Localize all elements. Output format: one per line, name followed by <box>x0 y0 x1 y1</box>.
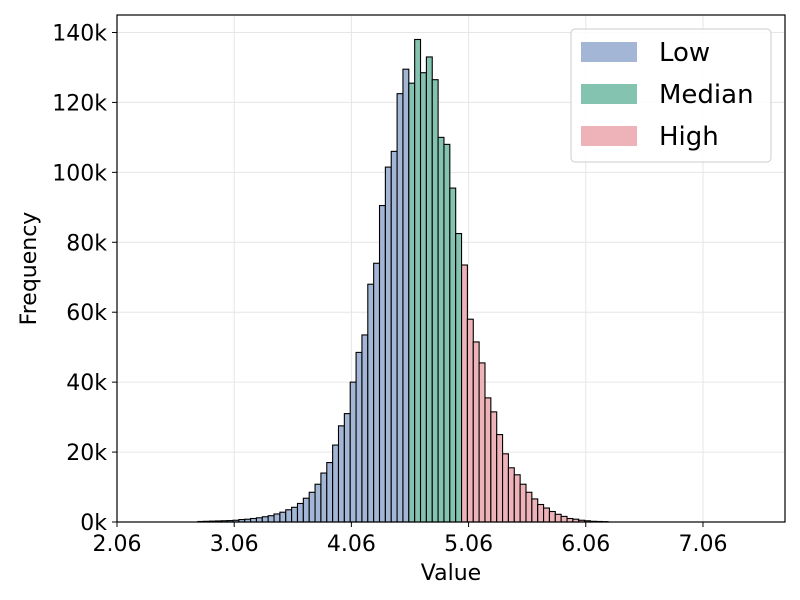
histogram-bar <box>332 444 340 523</box>
y-tick-label: 80k <box>66 231 107 256</box>
histogram-bar <box>437 136 445 523</box>
histogram-bar <box>414 38 422 523</box>
histogram-bar <box>308 491 316 523</box>
histogram-bar <box>390 150 398 523</box>
histogram-bar <box>531 498 539 523</box>
histogram-bar <box>326 462 334 523</box>
histogram-bar <box>443 143 451 523</box>
histogram-bar <box>396 93 404 523</box>
legend-label-high: High <box>659 122 719 152</box>
histogram-bar <box>513 474 521 523</box>
histogram-bar <box>261 516 269 523</box>
histogram-bar <box>384 166 392 523</box>
y-tick-label: 100k <box>52 161 107 186</box>
axis-ticks: 2.06 3.06 4.06 5.06 6.06 7.06 0k 20k 40k 60k 80k 10… <box>52 21 727 557</box>
histogram-bar <box>478 362 486 523</box>
y-tick-label: 60k <box>66 301 107 326</box>
legend-label-low: Low <box>659 38 710 68</box>
histogram-bar <box>466 318 474 523</box>
legend-swatch-low <box>581 42 637 62</box>
histogram-bar <box>460 264 468 523</box>
legend-swatch-high <box>581 126 637 146</box>
histogram-bar <box>472 341 480 523</box>
histogram-bar <box>537 503 545 523</box>
y-tick-label: 20k <box>66 441 107 466</box>
histogram-bar <box>302 497 310 523</box>
histogram-bar <box>285 509 293 523</box>
histogram-bar <box>525 491 533 523</box>
legend: Low Median High <box>570 28 772 163</box>
histogram-bar <box>402 68 410 523</box>
legend-swatch-median <box>581 84 637 104</box>
histogram-bar <box>355 351 363 523</box>
histogram-bar <box>490 411 498 523</box>
histogram-bar <box>519 483 527 523</box>
histogram-bars <box>197 38 609 523</box>
x-axis-label: Value <box>421 561 481 586</box>
plot-frame <box>116 14 786 523</box>
legend-label-median: Median <box>659 80 754 110</box>
histogram-bar <box>320 472 328 523</box>
histogram-bar <box>496 434 504 523</box>
histogram-bar <box>455 232 463 523</box>
histogram-bar <box>484 397 492 523</box>
y-axis-label: Frequency <box>17 212 42 326</box>
histogram-bar <box>267 515 275 523</box>
histogram-bar <box>314 483 322 523</box>
histogram-bar <box>560 515 568 523</box>
histogram-bar <box>337 425 345 523</box>
histogram-bar <box>361 334 369 523</box>
y-tick-label: 140k <box>52 21 107 46</box>
histogram-bar <box>543 507 550 523</box>
x-tick-label: 5.06 <box>444 532 493 557</box>
histogram-bar <box>507 467 515 523</box>
histogram-bar <box>554 513 562 523</box>
x-tick-label: 7.06 <box>678 532 727 557</box>
histogram-bar <box>343 413 351 523</box>
histogram-bar <box>408 82 416 523</box>
x-tick-label: 3.06 <box>210 532 259 557</box>
histogram-bar <box>431 79 439 523</box>
histogram-bar <box>548 510 556 523</box>
histogram-bar <box>291 506 299 523</box>
y-tick-label: 0k <box>80 511 107 536</box>
y-tick-label: 120k <box>52 91 107 116</box>
histogram-bar <box>373 262 381 523</box>
x-tick-label: 4.06 <box>327 532 376 557</box>
x-tick-label: 6.06 <box>561 532 610 557</box>
histogram-bar <box>425 56 433 523</box>
x-tick-label: 2.06 <box>93 532 142 557</box>
histogram-bar <box>349 381 357 523</box>
histogram-bar <box>273 513 281 523</box>
y-tick-label: 40k <box>66 371 107 396</box>
histogram-bar <box>502 453 509 523</box>
histogram-bar <box>419 72 427 523</box>
histogram-bar <box>378 205 386 523</box>
histogram-bar <box>367 283 375 523</box>
histogram-bar <box>255 517 263 523</box>
histogram-bar <box>449 187 457 523</box>
histogram-bar <box>296 502 304 523</box>
histogram-bar <box>279 511 287 523</box>
